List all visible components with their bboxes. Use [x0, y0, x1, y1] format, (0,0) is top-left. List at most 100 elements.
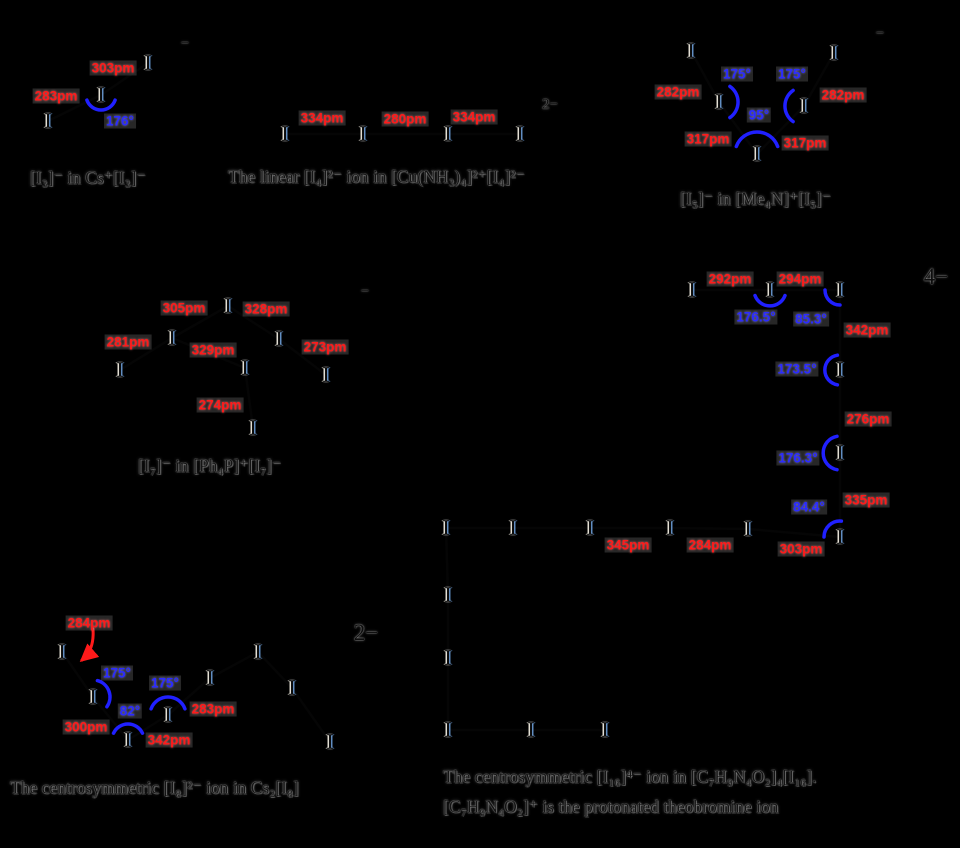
linear-tetraiodide-iodine-atom: I [516, 121, 524, 146]
heptaiodide-bond-length-label: 274pm [196, 397, 244, 413]
hexadecaiodide-bond-length-label: 342pm [843, 322, 891, 338]
linear-tetraiodide-bond-length-label: 334pm [298, 110, 346, 126]
triiodide-bond-angle-label: 176° [104, 113, 136, 129]
octaiodide-bond [208, 650, 260, 680]
charge-pentaiodide: − [875, 25, 885, 42]
triiodide-bond-length-label: 283pm [32, 88, 80, 104]
linear-tetraiodide-bond-length-label: 334pm [450, 109, 498, 125]
heptaiodide-iodine-atom: I [224, 293, 232, 318]
octaiodide-bond [290, 686, 332, 744]
hexadecaiodide-iodine-atom: I [688, 277, 696, 302]
hexadecaiodide-bond-length-label: 345pm [604, 537, 652, 553]
hexadecaiodide-iodine-atom: I [444, 645, 452, 670]
triiodide-bond-length-label: 303pm [89, 60, 137, 76]
heptaiodide-iodine-atom: I [249, 415, 257, 440]
hexadecaiodide-bond-length-label: 294pm [776, 271, 824, 287]
hexadecaiodide-bond-angle-label: 176.3° [776, 450, 820, 466]
heptaiodide-iodine-atom: I [322, 362, 330, 387]
hexadecaiodide-iodine-atom: I [444, 717, 452, 742]
hexadecaiodide-iodine-atom: I [527, 717, 535, 742]
hexadecaiodide-bond-angle-label: 176.5° [734, 309, 778, 325]
charge-heptaiodide: − [360, 283, 370, 300]
heptaiodide-iodine-atom: I [168, 325, 176, 350]
pentaiodide-bond-length-label: 317pm [781, 135, 829, 151]
hexadecaiodide-bond-length-label: 292pm [706, 271, 754, 287]
hexadecaiodide-bond [746, 527, 842, 539]
hexadecaiodide-iodine-atom: I [836, 440, 844, 465]
caption-hexadecaiodide-2: [C₇H₉N₄O₂]⁺ is the protonated theobromin… [443, 796, 779, 817]
charge-hexadecaiodide: 4− [923, 264, 949, 289]
heptaiodide-iodine-atom: I [275, 326, 283, 351]
pentaiodide-iodine-atom: I [800, 93, 808, 118]
pentaiodide-bond-length-label: 282pm [819, 87, 867, 103]
octaiodide-iodine-atom: I [206, 665, 214, 690]
octaiodide-iodine-atom: I [254, 639, 262, 664]
hexadecaiodide-iodine-atom: I [601, 717, 609, 742]
hexadecaiodide-bond-angle-label: 173.5° [775, 361, 819, 377]
octaiodide-bond-length-label: 283pm [189, 701, 237, 717]
octaiodide-iodine-atom: I [89, 684, 97, 709]
hexadecaiodide-iodine-atom: I [444, 582, 452, 607]
heptaiodide-bond-length-label: 328pm [242, 301, 290, 317]
octaiodide-bond-length-label: 300pm [62, 719, 110, 735]
pentaiodide-iodine-atom: I [687, 38, 695, 63]
pentaiodide-angle-arc [728, 84, 740, 120]
octaiodide-iodine-atom: I [124, 727, 132, 752]
pentaiodide-bond-length-label: 317pm [684, 131, 732, 147]
octaiodide-iodine-atom: I [164, 702, 172, 727]
hexadecaiodide-iodine-atom: I [442, 515, 450, 540]
linear-tetraiodide-iodine-atom: I [444, 121, 452, 146]
hexadecaiodide-iodine-atom: I [836, 357, 844, 382]
triiodide-iodine-atom: I [97, 82, 105, 107]
octaiodide-iodine-atom: I [58, 639, 66, 664]
charge-octaiodide: 2− [353, 620, 379, 645]
triiodide-iodine-atom: I [44, 108, 52, 133]
hexadecaiodide-bond-length-label: 284pm [686, 537, 734, 553]
pentaiodide-bond-length-label: 282pm [654, 84, 702, 100]
pentaiodide-iodine-atom: I [753, 141, 761, 166]
caption-octaiodide: The centrosymmetric [I₈]²⁻ ion in Cs₂[I₈… [10, 777, 299, 798]
hexadecaiodide-bond [668, 526, 750, 531]
heptaiodide-bond-length-label: 281pm [104, 334, 152, 350]
triiodide-iodine-atom: I [144, 50, 152, 75]
hexadecaiodide-iodine-atom: I [836, 277, 844, 302]
caption-pentaiodide: [I₅]⁻ in [Me₄N]⁺[I₅]⁻ [680, 188, 831, 209]
octaiodide-pointer-arrow [79, 627, 100, 662]
hexadecaiodide-iodine-atom: I [836, 524, 844, 549]
pentaiodide-bond-angle-label: 175° [721, 66, 753, 82]
pentaiodide-iodine-atom: I [715, 89, 723, 114]
octaiodide-bond-length-label: 342pm [145, 732, 193, 748]
charge-tetraiodide: 2− [542, 96, 558, 113]
octaiodide-iodine-atom: I [288, 675, 296, 700]
octaiodide-bond [60, 650, 95, 699]
hexadecaiodide-iodine-atom: I [666, 515, 674, 540]
heptaiodide-bond-length-label: 329pm [189, 342, 237, 358]
octaiodide-bond-angle-label: 82° [117, 703, 143, 719]
pentaiodide-angle-arc [783, 88, 795, 124]
hexadecaiodide-angle-arc [821, 434, 839, 472]
heptaiodide-bond-length-label: 273pm [301, 339, 349, 355]
octaiodide-bond-angle-label: 175° [149, 675, 181, 691]
hexadecaiodide-bond-angle-label: 85.3° [793, 311, 829, 327]
hexadecaiodide-iodine-atom: I [509, 515, 517, 540]
octaiodide-bond [256, 650, 294, 690]
hexadecaiodide-bond-length-label: 276pm [844, 411, 892, 427]
octaiodide-bond-angle-label: 175° [101, 665, 133, 681]
linear-tetraiodide-iodine-atom: I [281, 121, 289, 146]
heptaiodide-iodine-atom: I [116, 357, 124, 382]
hexadecaiodide-iodine-atom: I [744, 516, 752, 541]
hexadecaiodide-bond-length-label: 303pm [777, 541, 825, 557]
octaiodide-iodine-atom: I [326, 729, 334, 754]
linear-tetraiodide-bond-length-label: 280pm [381, 111, 429, 127]
pentaiodide-bond-angle-label: 175° [776, 66, 808, 82]
hexadecaiodide-iodine-atom: I [586, 515, 594, 540]
octaiodide-angle-arc [95, 678, 112, 709]
caption-hexadecaiodide-1: The centrosymmetric [I₁₆]⁴⁻ ion in [C₇H₉… [443, 766, 817, 787]
hexadecaiodide-bond-angle-label: 84.4° [791, 499, 827, 515]
charge-triiodide: − [180, 35, 190, 52]
caption-tetraiodide: The linear [I₄]²⁻ ion in [Cu(NH₃)₄]²⁺[I₄… [228, 166, 525, 187]
hexadecaiodide-iodine-atom: I [766, 277, 774, 302]
linear-tetraiodide-iodine-atom: I [359, 121, 367, 146]
